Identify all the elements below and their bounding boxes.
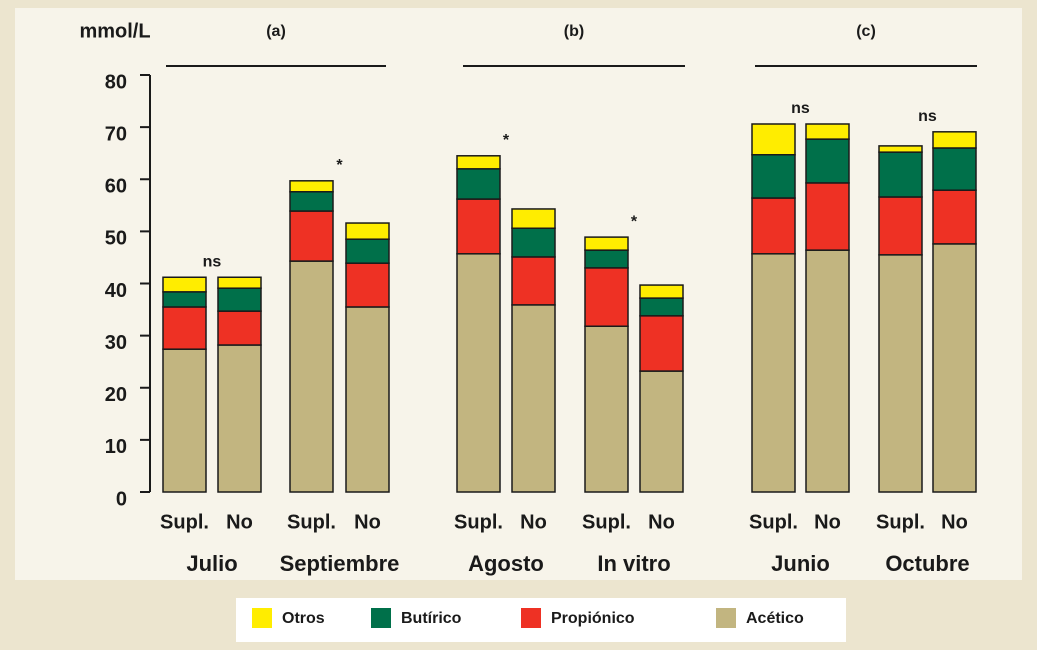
bar-segment [289,210,334,262]
bar-segment [289,180,334,193]
bar-segment [162,276,207,293]
bar-segment [639,297,684,317]
bar-segment [805,123,850,140]
group-label: In vitro [597,551,670,576]
legend-label: Butírico [401,610,462,627]
y-tick-label: 70 [105,123,127,145]
y-tick-label: 60 [105,176,127,198]
bar-segment [584,325,629,493]
x-tick-label: Supl. [582,511,631,533]
bar-segment [639,284,684,299]
bar-segment [162,291,207,308]
y-tick-label: 30 [105,332,127,354]
group-label: Septiembre [280,551,400,576]
bar-segment [162,306,207,350]
bar-segment [805,182,850,251]
y-tick-label: 10 [105,436,127,458]
x-tick-label: Supl. [160,511,209,533]
panel-label: (b) [564,23,584,40]
bar-segment [289,191,334,212]
bar-segment [456,198,501,255]
panel-label: (a) [266,23,286,40]
bar-segment [878,145,923,153]
group-label: Octubre [885,551,969,576]
bar-segment [932,189,977,245]
y-tick-label: 80 [105,71,127,93]
group-label: Agosto [468,551,544,576]
y-tick-label: 40 [105,280,127,302]
bar-segment [345,238,390,264]
x-tick-label: No [354,511,381,533]
legend-label: Otros [282,610,325,627]
annotation: * [631,213,638,230]
bar-segment [751,197,796,255]
bar-segment [345,222,390,240]
x-tick-label: No [648,511,675,533]
bar-segment [456,253,501,493]
x-tick-label: No [226,511,253,533]
bar-segment [345,262,390,308]
bar-segment [584,267,629,327]
y-axis-label: mmol/L [79,20,150,42]
bar-segment [162,348,207,493]
y-tick-label: 20 [105,384,127,406]
bar-segment [511,227,556,258]
bar-segment [751,154,796,199]
bar-segment [217,310,262,346]
annotation: ns [203,253,222,270]
annotation: * [336,157,343,174]
y-tick-label: 50 [105,228,127,250]
bar-segment [878,196,923,256]
bar-segment [751,253,796,493]
bar-segment [805,138,850,184]
bar-segment [217,276,262,289]
legend-label: Propiónico [551,610,635,627]
bar-segment [217,287,262,312]
x-tick-label: No [814,511,841,533]
group-label: Julio [186,551,237,576]
bar-segment [878,151,923,198]
annotation: * [503,132,510,149]
y-tick-label: 0 [116,488,127,510]
bar-segment [584,249,629,269]
bar-segment [932,147,977,191]
group-label: Junio [771,551,830,576]
x-tick-label: Supl. [454,511,503,533]
bar-segment [878,254,923,493]
annotation: ns [791,100,810,117]
bar-segment [456,155,501,170]
legend-swatch [521,608,541,628]
legend-swatch [252,608,272,628]
panel-label: (c) [856,23,876,40]
bar-segment [217,344,262,493]
bar-segment [511,208,556,229]
legend-swatch [371,608,391,628]
bar-segment [456,168,501,200]
bar-segment [639,370,684,493]
bar-segment [932,131,977,149]
x-tick-label: Supl. [876,511,925,533]
legend-label: Acético [746,610,804,627]
x-tick-label: No [520,511,547,533]
bar-segment [511,304,556,493]
annotation: ns [918,108,937,125]
bar-segment [639,315,684,372]
bar-segment [932,243,977,493]
legend-swatch [716,608,736,628]
bar-segment [345,306,390,493]
x-tick-label: Supl. [287,511,336,533]
x-tick-label: Supl. [749,511,798,533]
bar-segment [511,256,556,306]
bar-segment [751,123,796,156]
x-tick-label: No [941,511,968,533]
bar-segment [289,260,334,493]
bar-segment [584,236,629,251]
bar-segment [805,249,850,493]
